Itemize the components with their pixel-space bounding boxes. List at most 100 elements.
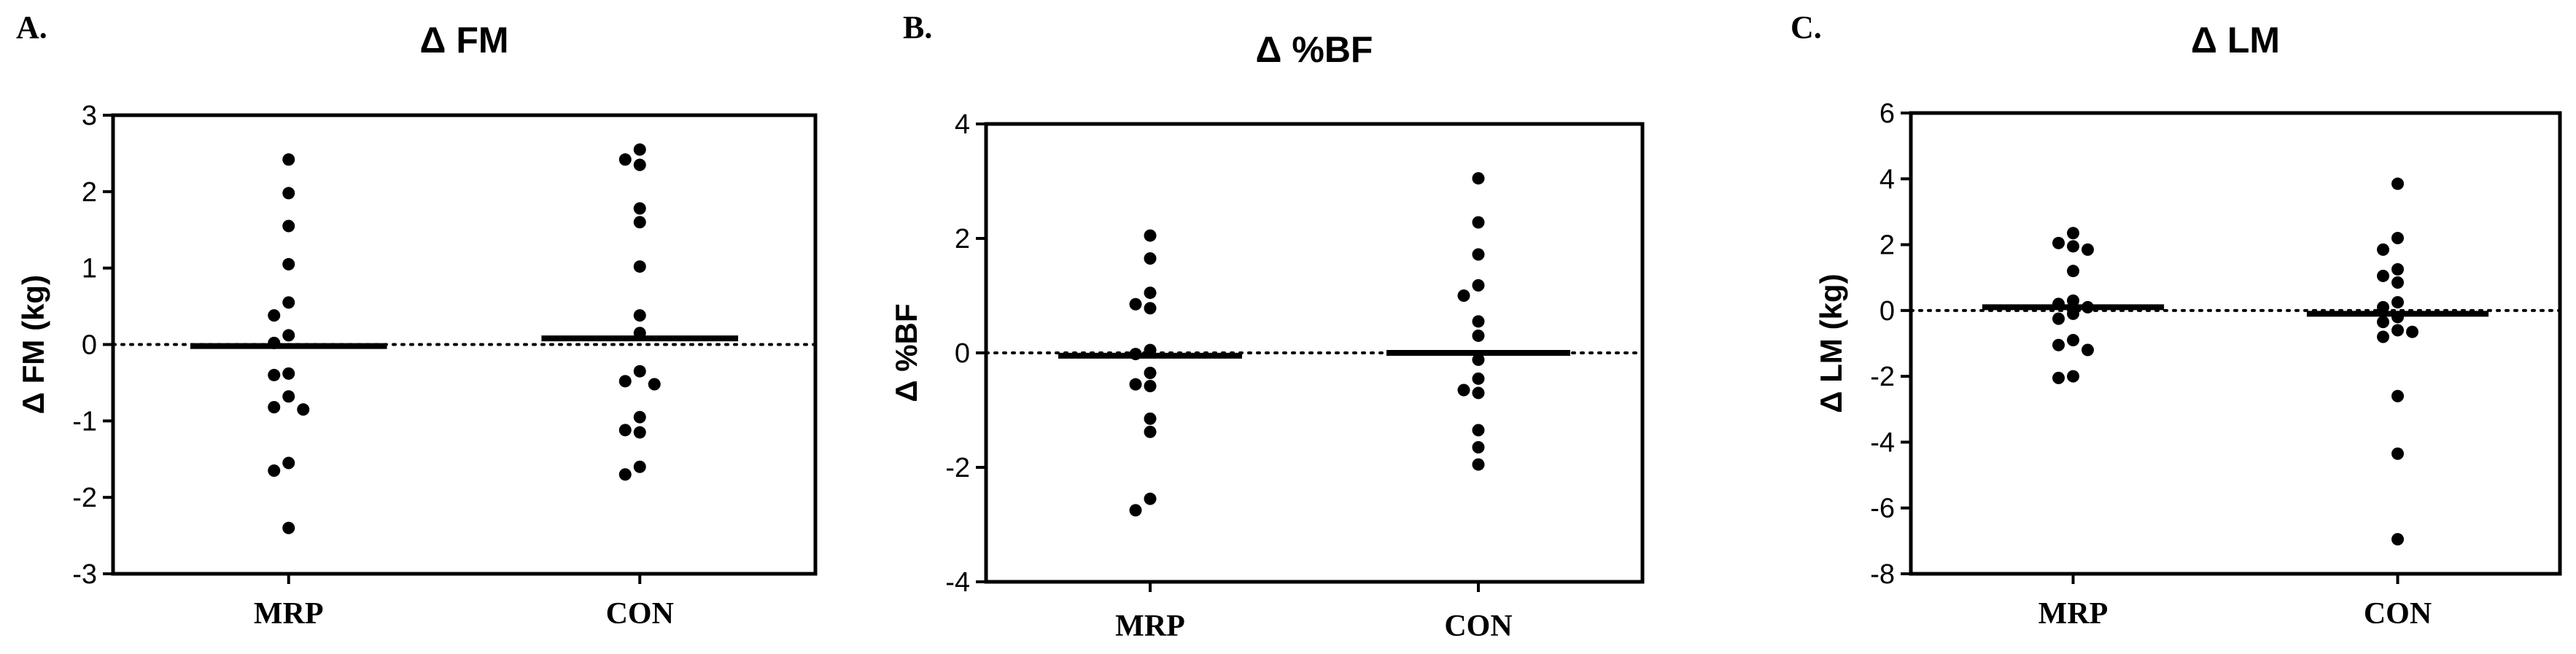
data-point bbox=[633, 216, 646, 229]
data-point bbox=[2391, 276, 2404, 289]
data-point bbox=[1472, 315, 1485, 328]
y-tick-label: -6 bbox=[1870, 494, 1895, 524]
data-point bbox=[282, 219, 295, 233]
data-point bbox=[2377, 330, 2389, 343]
data-point bbox=[282, 367, 295, 380]
panels: A. Δ FM Δ FM (kg) -3 -2 -1 0 1 2 3 MRP CON B. Δ %BF Δ … bbox=[16, 9, 2562, 643]
y-tick-label: 4 bbox=[1879, 164, 1895, 195]
y-tick-label: -2 bbox=[72, 483, 97, 513]
data-point bbox=[1144, 366, 1157, 379]
data-point bbox=[2067, 294, 2079, 307]
data-point bbox=[1472, 424, 1485, 437]
data-point bbox=[618, 375, 632, 388]
data-point bbox=[1472, 441, 1485, 454]
data-point bbox=[633, 327, 646, 340]
data-point bbox=[282, 456, 295, 470]
data-point bbox=[1457, 289, 1470, 302]
data-point bbox=[282, 257, 295, 270]
y-tick-label: -2 bbox=[1870, 362, 1895, 392]
chart-title: Δ %BF bbox=[1256, 29, 1373, 70]
data-point bbox=[633, 309, 646, 322]
panel-3: C. Δ LM Δ LM (kg) -8 -6 -4 -2 0 2 4 6 MRP CON bbox=[1791, 9, 2562, 631]
data-point bbox=[2391, 324, 2404, 337]
data-point bbox=[1144, 343, 1157, 357]
x-tick-label-con: CON bbox=[1444, 610, 1512, 643]
data-point bbox=[2391, 232, 2404, 245]
data-point bbox=[2377, 300, 2389, 314]
plot-frame bbox=[1909, 111, 2562, 576]
plot-frame bbox=[111, 113, 818, 576]
data-point bbox=[1129, 378, 1142, 391]
data-point bbox=[648, 378, 661, 391]
data-point bbox=[618, 468, 632, 481]
data-point bbox=[2052, 297, 2065, 311]
y-tick-label: 2 bbox=[82, 177, 97, 208]
data-point bbox=[2067, 227, 2079, 240]
data-point bbox=[2391, 533, 2404, 546]
data-point bbox=[268, 336, 281, 349]
data-point bbox=[1472, 329, 1485, 342]
data-point bbox=[282, 296, 295, 309]
data-point bbox=[2377, 316, 2389, 329]
x-tick-label-mrp: MRP bbox=[254, 597, 324, 631]
y-tick-label: 3 bbox=[82, 101, 97, 131]
data-point bbox=[2391, 447, 2404, 460]
y-tick-label: 2 bbox=[955, 224, 970, 254]
chart-title: Δ LM bbox=[2191, 20, 2280, 61]
data-point bbox=[633, 202, 646, 215]
data-point bbox=[1144, 302, 1157, 315]
y-tick-label: -4 bbox=[945, 567, 970, 598]
data-point bbox=[268, 400, 281, 413]
data-point bbox=[1129, 348, 1142, 361]
chart-title: Δ FM bbox=[419, 20, 508, 61]
data-point bbox=[1144, 229, 1157, 242]
data-point bbox=[2067, 370, 2079, 383]
data-point bbox=[633, 365, 646, 378]
panel-2: B. Δ %BF Δ %BF -4 -2 0 2 4 MRP CON bbox=[889, 9, 1645, 643]
panel-letter: A. bbox=[16, 9, 47, 45]
y-tick-label: -4 bbox=[1870, 427, 1895, 458]
data-point bbox=[2067, 265, 2079, 278]
data-point bbox=[1144, 380, 1157, 393]
panel-letter: C. bbox=[1791, 9, 1822, 45]
x-tick-label-mrp: MRP bbox=[2038, 597, 2108, 631]
data-point bbox=[1144, 492, 1157, 505]
data-point bbox=[1472, 172, 1485, 185]
data-point bbox=[2067, 307, 2079, 320]
data-point bbox=[2391, 262, 2404, 276]
y-tick-label: 0 bbox=[82, 330, 97, 361]
y-tick-label: 4 bbox=[955, 109, 970, 140]
data-point bbox=[2052, 312, 2065, 325]
y-tick-label: -3 bbox=[72, 559, 97, 590]
data-point bbox=[1472, 353, 1485, 366]
data-point bbox=[618, 424, 632, 437]
data-point bbox=[2377, 269, 2389, 282]
data-point bbox=[1472, 216, 1485, 229]
data-point bbox=[1472, 458, 1485, 471]
data-point bbox=[1129, 504, 1142, 517]
data-point bbox=[633, 460, 646, 473]
y-tick-label: 2 bbox=[1879, 230, 1895, 261]
data-point bbox=[633, 143, 646, 156]
y-axis-label: Δ LM (kg) bbox=[1814, 273, 1848, 413]
data-point bbox=[282, 153, 295, 166]
data-point bbox=[1472, 386, 1485, 400]
data-point bbox=[1144, 287, 1157, 300]
data-point bbox=[2082, 343, 2094, 357]
data-point bbox=[268, 368, 281, 381]
y-axis-label: Δ %BF bbox=[889, 303, 923, 402]
data-point bbox=[268, 464, 281, 477]
data-point bbox=[1457, 384, 1470, 397]
data-point bbox=[2406, 325, 2418, 338]
data-point bbox=[1472, 372, 1485, 385]
y-tick-label: 6 bbox=[1879, 98, 1895, 129]
data-point bbox=[1144, 252, 1157, 265]
data-point bbox=[2067, 240, 2079, 253]
data-point bbox=[2082, 300, 2094, 314]
data-point bbox=[633, 410, 646, 424]
data-point bbox=[618, 153, 632, 166]
data-point bbox=[282, 521, 295, 534]
data-point bbox=[297, 403, 310, 416]
data-point bbox=[282, 329, 295, 342]
data-point bbox=[2377, 243, 2389, 256]
